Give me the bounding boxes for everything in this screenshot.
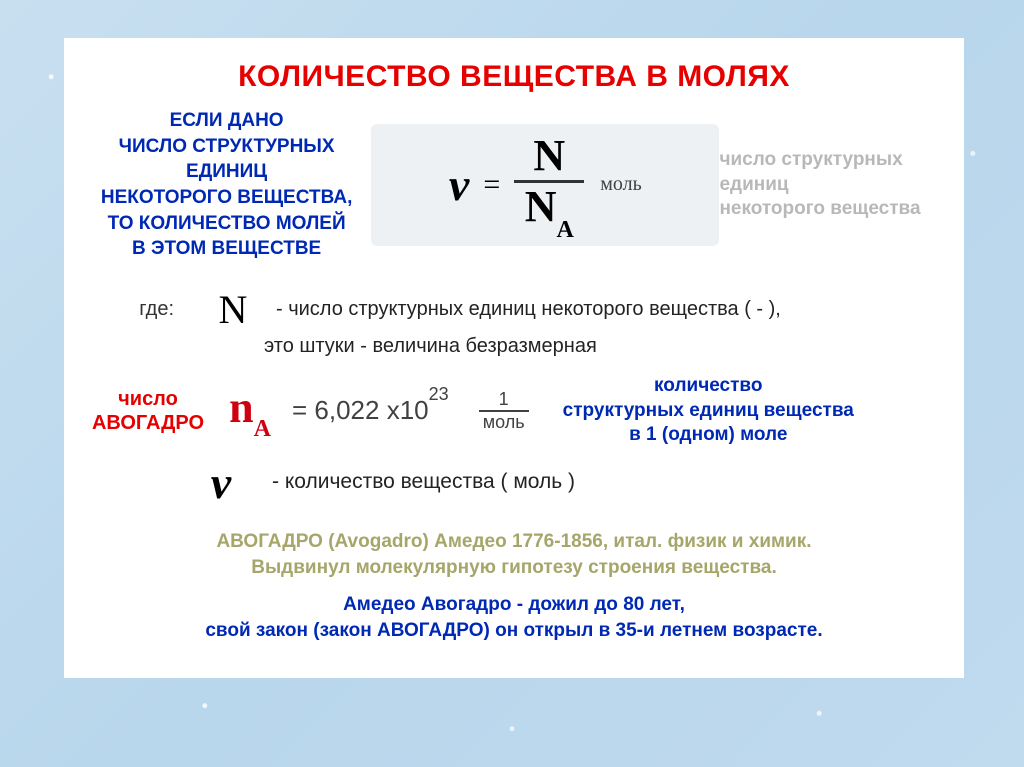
note-line: некоторого вещества xyxy=(719,197,946,222)
fraction-numerator: N xyxy=(533,134,565,178)
content-panel: КОЛИЧЕСТВО ВЕЩЕСТВА В МОЛЯХ ЕСЛИ ДАНО ЧИ… xyxy=(64,38,964,678)
where-label: где: xyxy=(88,298,174,321)
N-symbol: N xyxy=(194,286,272,333)
N-definition-row: где: N - число структурных единиц некото… xyxy=(64,280,964,339)
nu-definition-row: ν - количество вещества ( моль ) xyxy=(64,454,964,519)
na-meaning-line: структурных единиц вещества xyxy=(563,399,854,424)
bio-line: Выдвинул молекулярную гипотезу строения … xyxy=(64,555,964,581)
avogadro-label-line: число xyxy=(88,387,208,411)
NA-symbol: nA xyxy=(208,382,292,439)
numerator-note: число структурных единиц некоторого веще… xyxy=(719,148,946,222)
NA-definition-row: число АВОГАДРО nA = 6,022 x1023 1 моль к… xyxy=(64,370,964,454)
avogadro-fact: Амедео Авогадро - дожил до 80 лет, свой … xyxy=(64,580,964,643)
nu-definition-text: - количество вещества ( моль ) xyxy=(272,470,575,494)
N-definition-text2: это штуки - величина безразмерная xyxy=(64,335,964,358)
given-condition-box: ЕСЛИ ДАНО ЧИСЛО СТРУКТУРНЫХ ЕДИНИЦ НЕКОТ… xyxy=(82,108,371,262)
avogadro-bio: АВОГАДРО (Avogadro) Амедео 1776-1856, ит… xyxy=(64,519,964,580)
avogadro-label: число АВОГАДРО xyxy=(88,387,208,435)
formula-row: ЕСЛИ ДАНО ЧИСЛО СТРУКТУРНЫХ ЕДИНИЦ НЕКОТ… xyxy=(64,108,964,262)
fraction-denominator: NA xyxy=(525,185,574,236)
fraction: N NA xyxy=(514,134,584,236)
NA-meaning: количество структурных единиц вещества в… xyxy=(563,374,854,448)
fact-line: Амедео Авогадро - дожил до 80 лет, xyxy=(64,592,964,618)
given-line: ЧИСЛО СТРУКТУРНЫХ ЕДИНИЦ xyxy=(82,134,371,185)
N-definition-text: - число структурных единиц некоторого ве… xyxy=(276,296,781,323)
main-formula: ν = N NA моль xyxy=(371,124,719,246)
nu-symbol: ν xyxy=(449,158,469,211)
unit-label: моль xyxy=(600,173,642,196)
unit-fraction: 1 моль xyxy=(479,390,529,431)
note-line: число структурных единиц xyxy=(719,148,946,197)
equals-sign: = xyxy=(483,168,500,202)
given-line: ЕСЛИ ДАНО xyxy=(82,108,371,134)
nu-symbol-def: ν xyxy=(182,456,260,509)
NA-value: = 6,022 x1023 1 моль xyxy=(292,390,543,431)
avogadro-label-line: АВОГАДРО xyxy=(88,411,208,435)
given-line: НЕКОТОРОГО ВЕЩЕСТВА, xyxy=(82,185,371,211)
na-meaning-line: в 1 (одном) моле xyxy=(563,423,854,448)
page-title: КОЛИЧЕСТВО ВЕЩЕСТВА В МОЛЯХ xyxy=(64,38,964,108)
given-line: ТО КОЛИЧЕСТВО МОЛЕЙ xyxy=(82,211,371,237)
bio-line: АВОГАДРО (Avogadro) Амедео 1776-1856, ит… xyxy=(64,529,964,555)
fact-line: свой закон (закон АВОГАДРО) он открыл в … xyxy=(64,618,964,644)
na-meaning-line: количество xyxy=(563,374,854,399)
given-line: В ЭТОМ ВЕЩЕСТВЕ xyxy=(82,236,371,262)
